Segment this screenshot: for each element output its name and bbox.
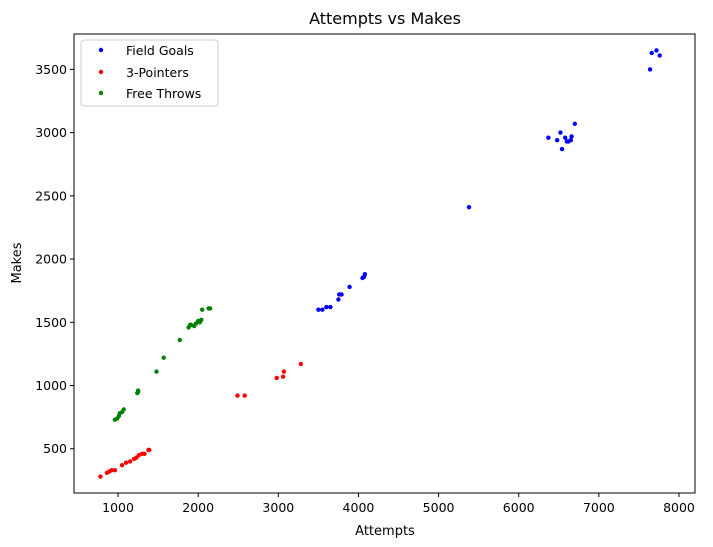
data-point-3-pointers-4 <box>112 468 118 473</box>
data-point-free-throws-5 <box>121 407 126 412</box>
data-point-3-pointers-12 <box>142 451 147 456</box>
data-point-free-throws-11 <box>177 337 182 343</box>
data-point-field-goals-15 <box>559 146 565 152</box>
data-point-free-throws-9 <box>154 369 159 374</box>
data-point-free-throws-8 <box>135 388 141 393</box>
series-3-pointers <box>98 361 303 479</box>
legend-entry-3-pointers: 3-Pointers <box>98 65 189 80</box>
data-point-free-throws-20 <box>200 307 205 312</box>
data-point-field-goals-1 <box>320 307 325 312</box>
y-tick-label-1000: 1000 <box>35 378 67 393</box>
legend: Field Goals 3-Pointers Free Throws <box>80 39 219 107</box>
legend-label-field-goals: Field Goals <box>126 43 194 58</box>
data-point-3-pointers-18 <box>280 374 286 379</box>
y-axis-label: Makes <box>10 242 25 283</box>
data-point-field-goals-6 <box>339 292 344 297</box>
data-point-field-goals-0 <box>316 307 321 312</box>
y-tick-label-3000: 3000 <box>35 125 67 140</box>
data-point-field-goals-7 <box>347 284 352 290</box>
data-point-3-pointers-17 <box>274 375 279 381</box>
data-point-3-pointers-5 <box>119 463 125 468</box>
x-tick-label-2000: 2000 <box>182 500 214 515</box>
data-point-field-goals-14 <box>558 130 563 135</box>
data-point-field-goals-12 <box>546 135 551 140</box>
x-tick-label-5000: 5000 <box>423 500 455 515</box>
data-point-free-throws-22 <box>208 306 213 311</box>
data-point-free-throws-10 <box>161 355 166 360</box>
legend-label-free-throws: Free Throws <box>126 86 201 101</box>
series-field-goals <box>316 48 662 312</box>
data-point-3-pointers-20 <box>298 361 303 367</box>
x-tick-label-1000: 1000 <box>102 500 134 515</box>
data-point-field-goals-20 <box>569 134 574 139</box>
legend-marker-3-pointers <box>98 69 104 75</box>
y-tick-label-500: 500 <box>43 441 67 456</box>
x-axis-label: Attempts <box>355 524 415 539</box>
y-tick-label-3500: 3500 <box>35 62 67 77</box>
data-point-3-pointers-14 <box>147 447 152 453</box>
data-point-3-pointers-7 <box>127 459 133 464</box>
plot-area-frame <box>73 33 696 494</box>
x-tick-label-7000: 7000 <box>583 500 615 515</box>
points-layer <box>98 48 662 479</box>
x-tick-label-8000: 8000 <box>663 500 695 515</box>
data-point-field-goals-10 <box>362 272 368 277</box>
data-point-3-pointers-19 <box>281 369 287 374</box>
data-point-3-pointers-3 <box>109 468 114 473</box>
x-tick-label-6000: 6000 <box>503 500 535 515</box>
x-tick-label-3000: 3000 <box>262 500 294 515</box>
data-point-field-goals-16 <box>563 135 568 140</box>
data-point-field-goals-22 <box>647 67 653 72</box>
series-free-throws <box>112 306 213 422</box>
ticks-layer: 1000 2000 3000 4000 5000 6000 7000 8000 500 1000 1… <box>35 62 695 515</box>
data-point-field-goals-21 <box>572 121 577 127</box>
data-point-3-pointers-16 <box>242 393 247 398</box>
legend-marker-free-throws <box>98 90 104 96</box>
data-point-field-goals-2 <box>324 304 329 310</box>
legend-box <box>80 39 219 107</box>
y-tick-label-1500: 1500 <box>35 315 67 330</box>
data-point-3-pointers-6 <box>123 460 129 465</box>
data-point-field-goals-24 <box>654 48 659 53</box>
legend-entry-field-goals: Field Goals <box>98 43 194 58</box>
y-tick-label-2500: 2500 <box>35 188 67 203</box>
x-tick-label-4000: 4000 <box>343 500 375 515</box>
chart-title: Attempts vs Makes <box>309 9 461 28</box>
data-point-field-goals-25 <box>657 53 662 58</box>
legend-marker-field-goals <box>98 47 104 53</box>
legend-label-3-pointers: 3-Pointers <box>126 65 189 80</box>
data-point-field-goals-4 <box>336 297 341 302</box>
data-point-field-goals-13 <box>555 138 560 143</box>
data-point-field-goals-23 <box>649 50 654 56</box>
data-point-3-pointers-15 <box>235 393 240 398</box>
data-point-3-pointers-0 <box>98 474 103 479</box>
data-point-field-goals-19 <box>568 138 573 143</box>
data-point-field-goals-3 <box>328 304 333 310</box>
y-tick-label-2000: 2000 <box>35 252 67 267</box>
data-point-field-goals-11 <box>466 205 472 210</box>
data-point-free-throws-19 <box>199 317 204 322</box>
legend-entry-free-throws: Free Throws <box>98 86 201 101</box>
